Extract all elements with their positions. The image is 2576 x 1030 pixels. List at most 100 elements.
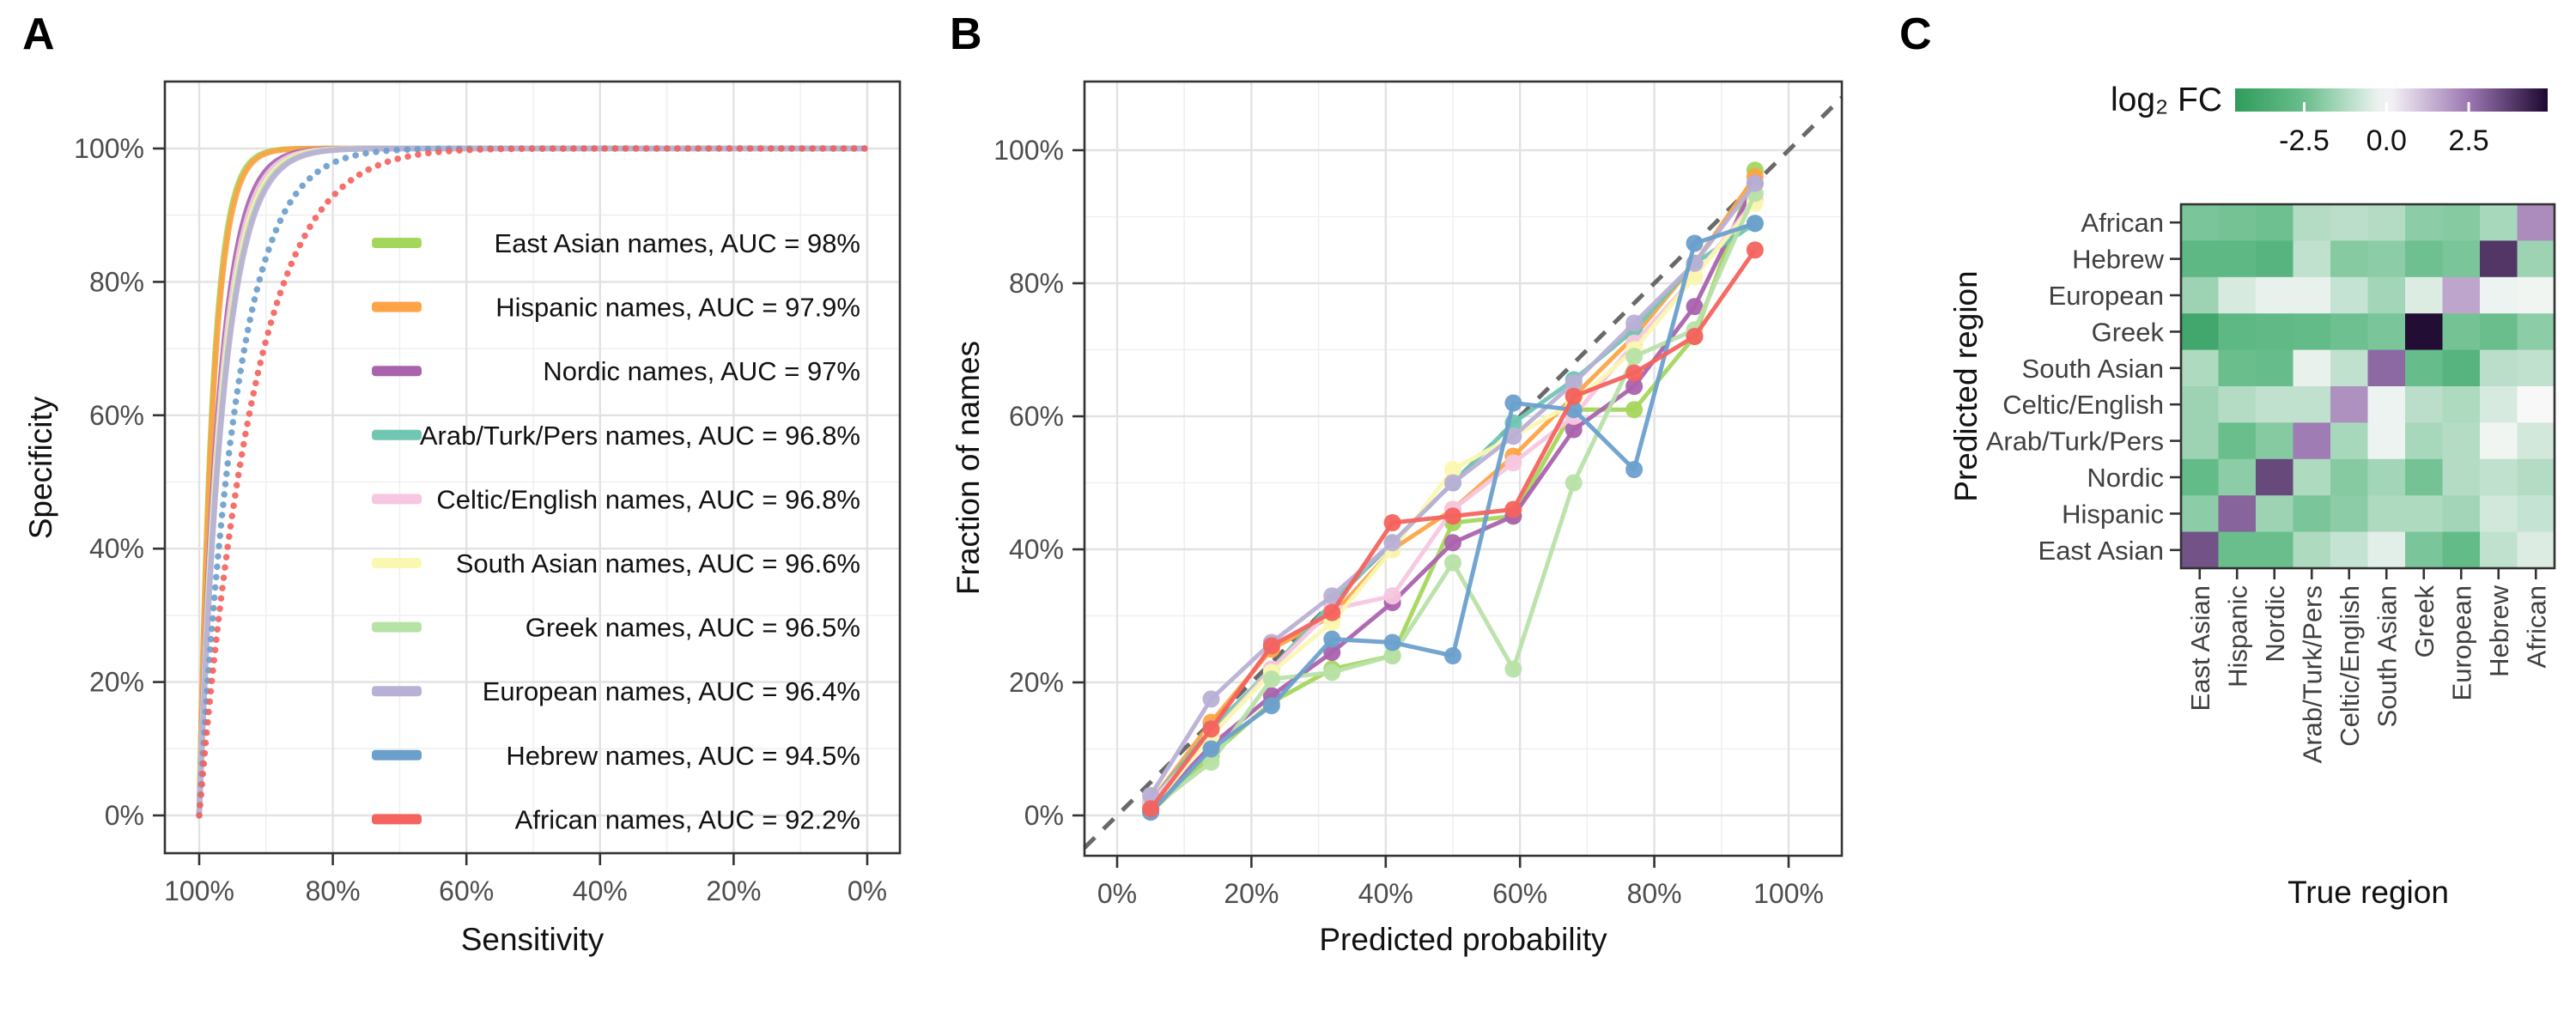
heatmap-row-label: Greek xyxy=(2092,317,2165,347)
calibration-point-south-asian xyxy=(1686,268,1704,286)
heatmap-cell xyxy=(2517,313,2555,351)
heatmap-cell xyxy=(2442,240,2481,278)
calibration-point-european xyxy=(1564,374,1583,392)
heatmap-cell xyxy=(2330,240,2369,278)
heatmap-cell xyxy=(2256,458,2294,496)
axes: 0% 20% 40% 60% 80% 100% 0% 20% 40% 60% 80% 100% xyxy=(993,80,1844,909)
heatmap-cell xyxy=(2181,386,2220,423)
y-tick-label: 80% xyxy=(89,266,144,297)
heatmap-row-label: European xyxy=(2049,281,2164,311)
heatmap-cell xyxy=(2256,349,2294,387)
heatmap-cell xyxy=(2330,495,2369,533)
y-tick-label: 60% xyxy=(1009,401,1064,432)
heatmap-cell xyxy=(2442,422,2481,460)
panel-b-x-axis-title: Predicted probability xyxy=(1319,922,1607,957)
heatmap-row-label: Celtic/English xyxy=(2002,390,2164,420)
heatmap-cell xyxy=(2367,349,2406,387)
calibration-point-african xyxy=(1262,637,1280,655)
legend-label: East Asian names, AUC = 98% xyxy=(495,228,860,258)
heatmap-cell xyxy=(2367,313,2406,351)
legend-swatch xyxy=(372,494,422,505)
heatmap-col-label: East Asian xyxy=(2185,585,2215,711)
heatmap-cell xyxy=(2367,531,2406,569)
calibration-point-european xyxy=(1323,587,1341,605)
calibration-point-greek xyxy=(1383,647,1401,664)
heatmap-cell xyxy=(2181,276,2220,314)
roc-plot: East Asian names, AUC = 98% Hispanic name… xyxy=(74,80,902,906)
roc-curve-african xyxy=(196,145,871,819)
calibration-point-european xyxy=(1444,474,1461,492)
x-tick-label: 80% xyxy=(306,876,361,906)
heatmap-cell xyxy=(2181,204,2220,241)
heatmap-cell xyxy=(2517,204,2555,241)
heatmap-cell xyxy=(2442,458,2481,496)
y-tick-label: 100% xyxy=(993,135,1064,166)
calibration-point-hebrew xyxy=(1686,234,1704,252)
heatmap-cell xyxy=(2405,204,2444,241)
heatmap-row-label: Hebrew xyxy=(2072,245,2164,275)
calibration-point-european xyxy=(1746,174,1764,192)
x-tick-label: 60% xyxy=(439,876,494,906)
calibration-point-african xyxy=(1202,720,1220,738)
heatmap-cell xyxy=(2218,386,2257,423)
colorbar-title: log₂ FC xyxy=(2110,82,2222,118)
calibration-point-african xyxy=(1504,500,1522,518)
heatmap-cell xyxy=(2517,495,2555,533)
heatmap-cell xyxy=(2256,495,2294,533)
panel-b-label: B xyxy=(950,9,982,59)
calibration-point-european xyxy=(1625,314,1643,332)
colorbar: -2.5 0.0 2.5 xyxy=(2235,88,2548,157)
legend-label: European names, AUC = 96.4% xyxy=(483,676,860,706)
heatmap-cell xyxy=(2517,531,2555,569)
calibration-point-greek xyxy=(1504,660,1522,678)
heatmap-cell xyxy=(2480,495,2518,533)
legend-label: Greek names, AUC = 96.5% xyxy=(526,613,860,643)
heatmap-plot: -2.5 0.0 2.5AfricanHebrewEuropeanGreekSout… xyxy=(1986,88,2556,763)
heatmap-cell xyxy=(2293,349,2331,387)
x-tick-label: 20% xyxy=(706,876,761,906)
legend-swatch xyxy=(372,686,422,697)
heatmap-cell xyxy=(2218,495,2257,533)
heatmap-cell xyxy=(2405,531,2444,569)
heatmap-cell xyxy=(2330,349,2369,387)
heatmap-cell xyxy=(2293,531,2331,569)
heatmap-cell xyxy=(2517,276,2555,314)
panel-a-x-axis-title: Sensitivity xyxy=(460,922,605,957)
heatmap-cell xyxy=(2405,386,2444,423)
legend-swatch xyxy=(372,301,422,312)
heatmap-cell xyxy=(2218,458,2257,496)
heatmap-cell xyxy=(2256,422,2294,460)
heatmap-cell xyxy=(2367,276,2406,314)
x-tick-label: 100% xyxy=(1753,878,1824,909)
legend-swatch xyxy=(372,366,422,377)
heatmap-cell xyxy=(2181,495,2220,533)
heatmap-cell xyxy=(2218,313,2257,351)
x-tick-label: 40% xyxy=(573,876,628,906)
x-tick-label: 0% xyxy=(1097,878,1137,909)
calibration-plot: 0% 20% 40% 60% 80% 100% 0% 20% 40% 60% 80% 100% xyxy=(993,80,1844,909)
legend: East Asian names, AUC = 98% Hispanic name… xyxy=(372,228,860,834)
y-tick-label: 80% xyxy=(1009,268,1064,299)
heatmap-cell xyxy=(2480,204,2518,241)
panel-c-label: C xyxy=(1899,9,1932,59)
panel-c-x-axis-title: True region xyxy=(2287,875,2449,910)
heatmap-cell xyxy=(2367,495,2406,533)
heatmap-cell xyxy=(2256,276,2294,314)
calibration-point-african xyxy=(1746,241,1764,259)
calibration-point-nordic xyxy=(1444,534,1461,552)
legend-label: Hispanic names, AUC = 97.9% xyxy=(495,293,860,323)
heatmap-cell xyxy=(2367,422,2406,460)
heatmap-cell xyxy=(2218,276,2257,314)
x-tick-label: 100% xyxy=(164,876,234,906)
heatmap-row-label: East Asian xyxy=(2038,536,2164,566)
calibration-point-european xyxy=(1383,534,1401,552)
heatmap-cell xyxy=(2442,495,2481,533)
heatmap-cell xyxy=(2442,313,2481,351)
calibration-point-greek xyxy=(1323,663,1341,682)
grid xyxy=(165,82,900,853)
heatmap-cell xyxy=(2330,313,2369,351)
x-tick-label: 80% xyxy=(1627,878,1682,909)
heatmap-row-label: Arab/Turk/Pers xyxy=(1986,427,2164,457)
calibration-point-greek xyxy=(1202,754,1220,771)
heatmap-cell xyxy=(2405,422,2444,460)
